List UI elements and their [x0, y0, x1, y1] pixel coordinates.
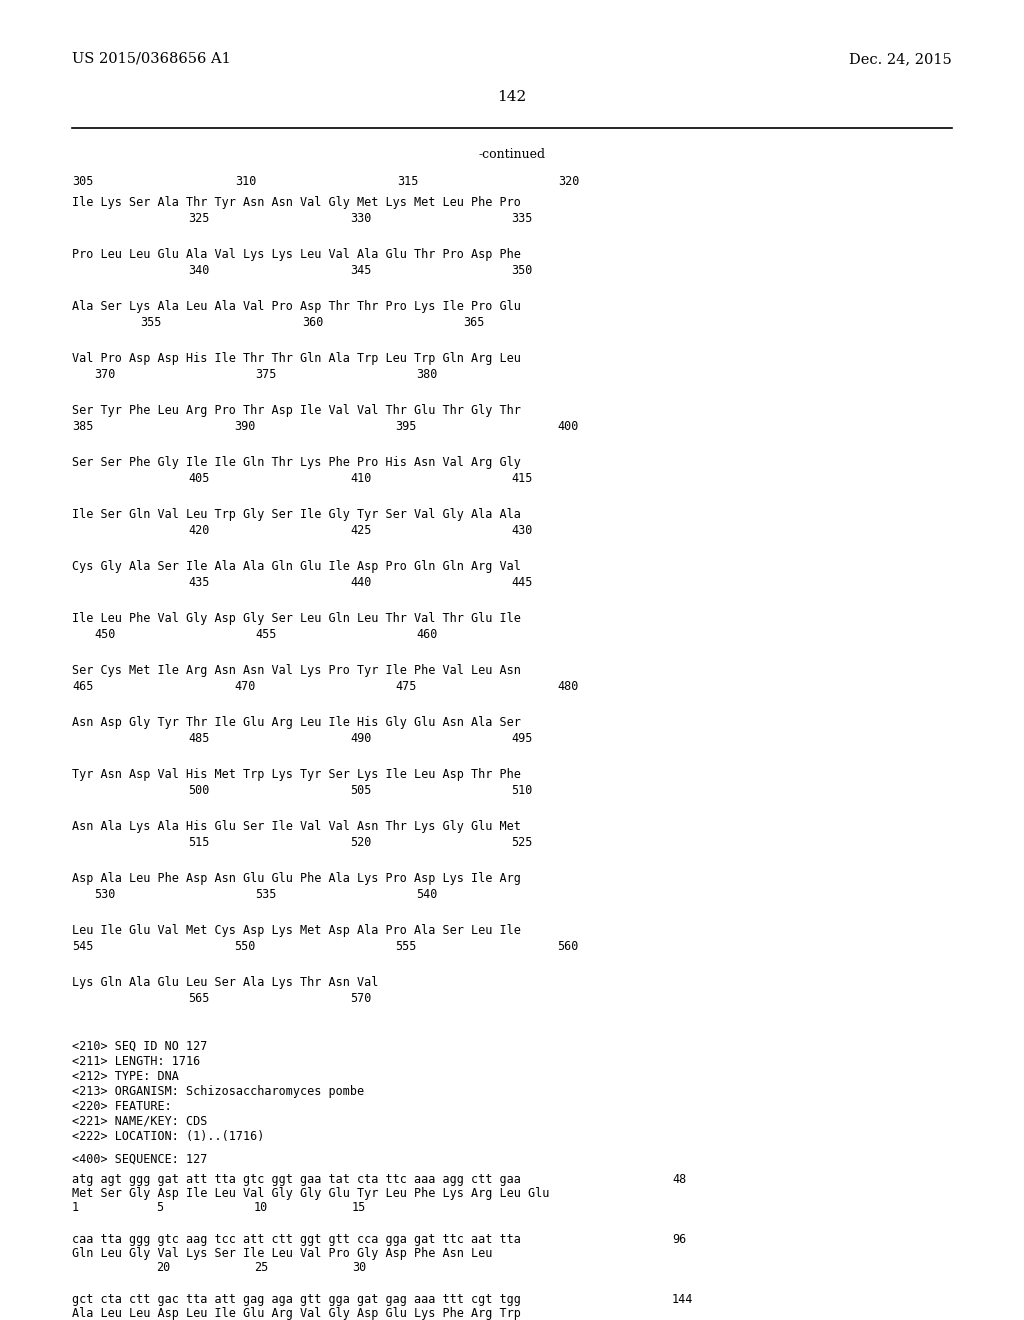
Text: 505: 505 [350, 784, 372, 797]
Text: 495: 495 [511, 733, 532, 744]
Text: 96: 96 [672, 1233, 686, 1246]
Text: 490: 490 [350, 733, 372, 744]
Text: 525: 525 [511, 836, 532, 849]
Text: 445: 445 [511, 576, 532, 589]
Text: Ala Ser Lys Ala Leu Ala Val Pro Asp Thr Thr Pro Lys Ile Pro Glu: Ala Ser Lys Ala Leu Ala Val Pro Asp Thr … [72, 300, 521, 313]
Text: 550: 550 [234, 940, 255, 953]
Text: 330: 330 [350, 213, 372, 224]
Text: 515: 515 [188, 836, 209, 849]
Text: 25: 25 [254, 1261, 268, 1274]
Text: 465: 465 [72, 680, 93, 693]
Text: 410: 410 [350, 473, 372, 484]
Text: 565: 565 [188, 993, 209, 1005]
Text: 370: 370 [94, 368, 116, 381]
Text: 500: 500 [188, 784, 209, 797]
Text: Ile Ser Gln Val Leu Trp Gly Ser Ile Gly Tyr Ser Val Gly Ala Ala: Ile Ser Gln Val Leu Trp Gly Ser Ile Gly … [72, 508, 521, 521]
Text: Asn Asp Gly Tyr Thr Ile Glu Arg Leu Ile His Gly Glu Asn Ala Ser: Asn Asp Gly Tyr Thr Ile Glu Arg Leu Ile … [72, 715, 521, 729]
Text: 144: 144 [672, 1294, 693, 1305]
Text: 520: 520 [350, 836, 372, 849]
Text: 385: 385 [72, 420, 93, 433]
Text: US 2015/0368656 A1: US 2015/0368656 A1 [72, 51, 230, 66]
Text: 440: 440 [350, 576, 372, 589]
Text: 375: 375 [255, 368, 276, 381]
Text: 345: 345 [350, 264, 372, 277]
Text: 485: 485 [188, 733, 209, 744]
Text: 420: 420 [188, 524, 209, 537]
Text: 15: 15 [352, 1201, 367, 1214]
Text: 320: 320 [558, 176, 580, 187]
Text: 48: 48 [672, 1173, 686, 1185]
Text: 425: 425 [350, 524, 372, 537]
Text: 470: 470 [234, 680, 255, 693]
Text: Ser Ser Phe Gly Ile Ile Gln Thr Lys Phe Pro His Asn Val Arg Gly: Ser Ser Phe Gly Ile Ile Gln Thr Lys Phe … [72, 455, 521, 469]
Text: 5: 5 [156, 1201, 163, 1214]
Text: 560: 560 [557, 940, 579, 953]
Text: Leu Ile Glu Val Met Cys Asp Lys Met Asp Ala Pro Ala Ser Leu Ile: Leu Ile Glu Val Met Cys Asp Lys Met Asp … [72, 924, 521, 937]
Text: 455: 455 [255, 628, 276, 642]
Text: Pro Leu Leu Glu Ala Val Lys Lys Leu Val Ala Glu Thr Pro Asp Phe: Pro Leu Leu Glu Ala Val Lys Lys Leu Val … [72, 248, 521, 261]
Text: <400> SEQUENCE: 127: <400> SEQUENCE: 127 [72, 1152, 208, 1166]
Text: Ile Lys Ser Ala Thr Tyr Asn Asn Val Gly Met Lys Met Leu Phe Pro: Ile Lys Ser Ala Thr Tyr Asn Asn Val Gly … [72, 195, 521, 209]
Text: <211> LENGTH: 1716: <211> LENGTH: 1716 [72, 1055, 201, 1068]
Text: Ser Tyr Phe Leu Arg Pro Thr Asp Ile Val Val Thr Glu Thr Gly Thr: Ser Tyr Phe Leu Arg Pro Thr Asp Ile Val … [72, 404, 521, 417]
Text: 405: 405 [188, 473, 209, 484]
Text: 340: 340 [188, 264, 209, 277]
Text: 20: 20 [156, 1261, 170, 1274]
Text: <213> ORGANISM: Schizosaccharomyces pombe: <213> ORGANISM: Schizosaccharomyces pomb… [72, 1085, 365, 1098]
Text: 335: 335 [511, 213, 532, 224]
Text: Ile Leu Phe Val Gly Asp Gly Ser Leu Gln Leu Thr Val Thr Glu Ile: Ile Leu Phe Val Gly Asp Gly Ser Leu Gln … [72, 612, 521, 624]
Text: -continued: -continued [478, 148, 546, 161]
Text: 305: 305 [72, 176, 93, 187]
Text: gct cta ctt gac tta att gag aga gtt gga gat gag aaa ttt cgt tgg: gct cta ctt gac tta att gag aga gtt gga … [72, 1294, 521, 1305]
Text: Dec. 24, 2015: Dec. 24, 2015 [849, 51, 952, 66]
Text: 480: 480 [557, 680, 579, 693]
Text: 460: 460 [416, 628, 437, 642]
Text: 540: 540 [416, 888, 437, 902]
Text: 555: 555 [395, 940, 417, 953]
Text: 365: 365 [463, 315, 484, 329]
Text: <210> SEQ ID NO 127: <210> SEQ ID NO 127 [72, 1040, 208, 1053]
Text: <222> LOCATION: (1)..(1716): <222> LOCATION: (1)..(1716) [72, 1130, 264, 1143]
Text: Met Ser Gly Asp Ile Leu Val Gly Gly Glu Tyr Leu Phe Lys Arg Leu Glu: Met Ser Gly Asp Ile Leu Val Gly Gly Glu … [72, 1187, 549, 1200]
Text: 400: 400 [557, 420, 579, 433]
Text: 510: 510 [511, 784, 532, 797]
Text: 360: 360 [302, 315, 324, 329]
Text: caa tta ggg gtc aag tcc att ctt ggt gtt cca gga gat ttc aat tta: caa tta ggg gtc aag tcc att ctt ggt gtt … [72, 1233, 521, 1246]
Text: 325: 325 [188, 213, 209, 224]
Text: <221> NAME/KEY: CDS: <221> NAME/KEY: CDS [72, 1115, 208, 1129]
Text: 390: 390 [234, 420, 255, 433]
Text: Cys Gly Ala Ser Ile Ala Ala Gln Glu Ile Asp Pro Gln Gln Arg Val: Cys Gly Ala Ser Ile Ala Ala Gln Glu Ile … [72, 560, 521, 573]
Text: 395: 395 [395, 420, 417, 433]
Text: Ser Cys Met Ile Arg Asn Asn Val Lys Pro Tyr Ile Phe Val Leu Asn: Ser Cys Met Ile Arg Asn Asn Val Lys Pro … [72, 664, 521, 677]
Text: Val Pro Asp Asp His Ile Thr Thr Gln Ala Trp Leu Trp Gln Arg Leu: Val Pro Asp Asp His Ile Thr Thr Gln Ala … [72, 352, 521, 366]
Text: 535: 535 [255, 888, 276, 902]
Text: Ala Leu Leu Asp Leu Ile Glu Arg Val Gly Asp Glu Lys Phe Arg Trp: Ala Leu Leu Asp Leu Ile Glu Arg Val Gly … [72, 1307, 521, 1320]
Text: Lys Gln Ala Glu Leu Ser Ala Lys Thr Asn Val: Lys Gln Ala Glu Leu Ser Ala Lys Thr Asn … [72, 975, 379, 989]
Text: 530: 530 [94, 888, 116, 902]
Text: 450: 450 [94, 628, 116, 642]
Text: Gln Leu Gly Val Lys Ser Ile Leu Val Pro Gly Asp Phe Asn Leu: Gln Leu Gly Val Lys Ser Ile Leu Val Pro … [72, 1247, 493, 1261]
Text: 310: 310 [234, 176, 256, 187]
Text: atg agt ggg gat att tta gtc ggt gaa tat cta ttc aaa agg ctt gaa: atg agt ggg gat att tta gtc ggt gaa tat … [72, 1173, 521, 1185]
Text: Tyr Asn Asp Val His Met Trp Lys Tyr Ser Lys Ile Leu Asp Thr Phe: Tyr Asn Asp Val His Met Trp Lys Tyr Ser … [72, 768, 521, 781]
Text: 545: 545 [72, 940, 93, 953]
Text: 430: 430 [511, 524, 532, 537]
Text: 142: 142 [498, 90, 526, 104]
Text: 10: 10 [254, 1201, 268, 1214]
Text: <212> TYPE: DNA: <212> TYPE: DNA [72, 1071, 179, 1082]
Text: 315: 315 [397, 176, 419, 187]
Text: 355: 355 [140, 315, 162, 329]
Text: <220> FEATURE:: <220> FEATURE: [72, 1100, 172, 1113]
Text: Asp Ala Leu Phe Asp Asn Glu Glu Phe Ala Lys Pro Asp Lys Ile Arg: Asp Ala Leu Phe Asp Asn Glu Glu Phe Ala … [72, 873, 521, 884]
Text: 380: 380 [416, 368, 437, 381]
Text: 415: 415 [511, 473, 532, 484]
Text: 570: 570 [350, 993, 372, 1005]
Text: 30: 30 [352, 1261, 367, 1274]
Text: 435: 435 [188, 576, 209, 589]
Text: Asn Ala Lys Ala His Glu Ser Ile Val Val Asn Thr Lys Gly Glu Met: Asn Ala Lys Ala His Glu Ser Ile Val Val … [72, 820, 521, 833]
Text: 350: 350 [511, 264, 532, 277]
Text: 1: 1 [72, 1201, 79, 1214]
Text: 475: 475 [395, 680, 417, 693]
